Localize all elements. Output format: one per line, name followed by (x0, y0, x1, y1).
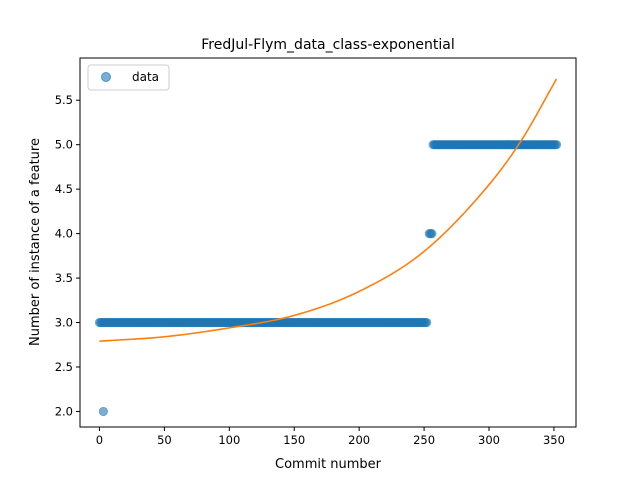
y-axis-label: Number of instance of a feature (28, 138, 43, 346)
y-tick-label: 5.0 (55, 138, 73, 152)
chart-title: FredJul-Flym_data_class-exponential (201, 37, 454, 53)
y-tick-label: 4.0 (55, 227, 73, 241)
legend-label-data: data (132, 70, 159, 84)
y-tick-label: 3.5 (55, 271, 73, 285)
x-tick-label: 300 (478, 433, 500, 447)
data-point (422, 318, 431, 327)
x-tick-label: 100 (218, 433, 240, 447)
y-tick-label: 3.0 (55, 316, 73, 330)
y-tick-label: 4.5 (55, 182, 73, 196)
legend: data (88, 65, 169, 90)
y-tick-label: 5.5 (55, 93, 73, 107)
x-tick-label: 350 (543, 433, 565, 447)
legend-marker-data (102, 73, 111, 82)
x-tick-label: 50 (157, 433, 172, 447)
x-tick-label: 250 (413, 433, 435, 447)
y-tick-label: 2.0 (55, 404, 73, 418)
x-tick-label: 200 (348, 433, 370, 447)
data-point (428, 229, 437, 238)
data-point (552, 140, 561, 149)
x-axis-label: Commit number (275, 457, 382, 472)
data-point (99, 407, 108, 416)
y-tick-label: 2.5 (55, 360, 73, 374)
x-tick-label: 0 (96, 433, 103, 447)
x-tick-label: 150 (283, 433, 305, 447)
